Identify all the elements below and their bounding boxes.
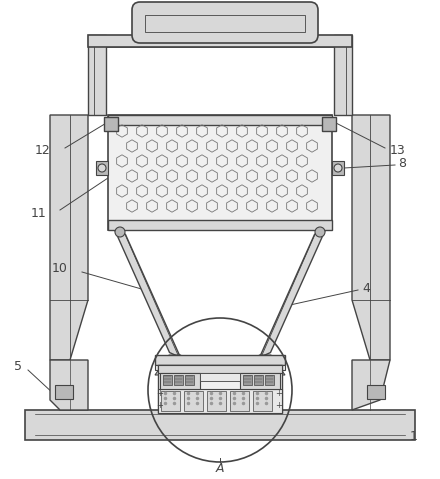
Text: 10: 10 [52,262,68,275]
Bar [253,391,272,411]
Bar [108,115,332,125]
Text: +: + [275,388,282,398]
Polygon shape [50,115,88,360]
Bar [240,373,280,389]
Bar [174,375,183,385]
Circle shape [115,227,125,237]
Bar [158,365,282,413]
Bar [334,35,352,115]
Bar [96,161,108,175]
Text: 1: 1 [410,431,418,444]
Polygon shape [114,229,180,357]
Bar [108,220,332,230]
Text: 8: 8 [398,157,406,170]
Bar [158,389,282,413]
Text: 5: 5 [14,360,22,373]
Bar [367,385,385,399]
Text: +: + [157,388,163,398]
Bar [230,391,249,411]
Text: 4: 4 [362,282,370,295]
Polygon shape [352,360,390,410]
Bar [200,373,240,381]
Bar [55,385,73,399]
Bar [322,117,336,131]
Text: +: + [157,400,163,410]
Bar [243,375,252,385]
Text: +: + [275,400,282,410]
Circle shape [98,164,106,172]
Bar [108,115,332,230]
Text: 12: 12 [34,144,50,157]
Circle shape [334,164,342,172]
Polygon shape [352,115,390,360]
Text: A: A [216,461,224,475]
Bar [185,375,194,385]
Bar [161,391,180,411]
Bar [184,391,203,411]
Bar [322,117,336,131]
Polygon shape [50,360,88,410]
Text: 13: 13 [390,144,406,157]
Bar [88,35,106,115]
Bar [158,365,282,373]
Bar [160,373,200,389]
Bar [88,35,352,47]
Bar [332,161,344,175]
Polygon shape [260,229,326,357]
Bar [254,375,263,385]
Bar [207,391,226,411]
Bar [265,375,274,385]
Bar [155,365,285,370]
FancyBboxPatch shape [132,2,318,43]
Bar [163,375,172,385]
Polygon shape [259,355,285,375]
Circle shape [315,227,325,237]
Bar [155,355,285,365]
Polygon shape [155,355,181,375]
Bar [145,15,305,32]
Bar [104,117,118,131]
Bar [104,117,118,131]
Bar [25,410,415,440]
Text: 11: 11 [30,206,46,219]
